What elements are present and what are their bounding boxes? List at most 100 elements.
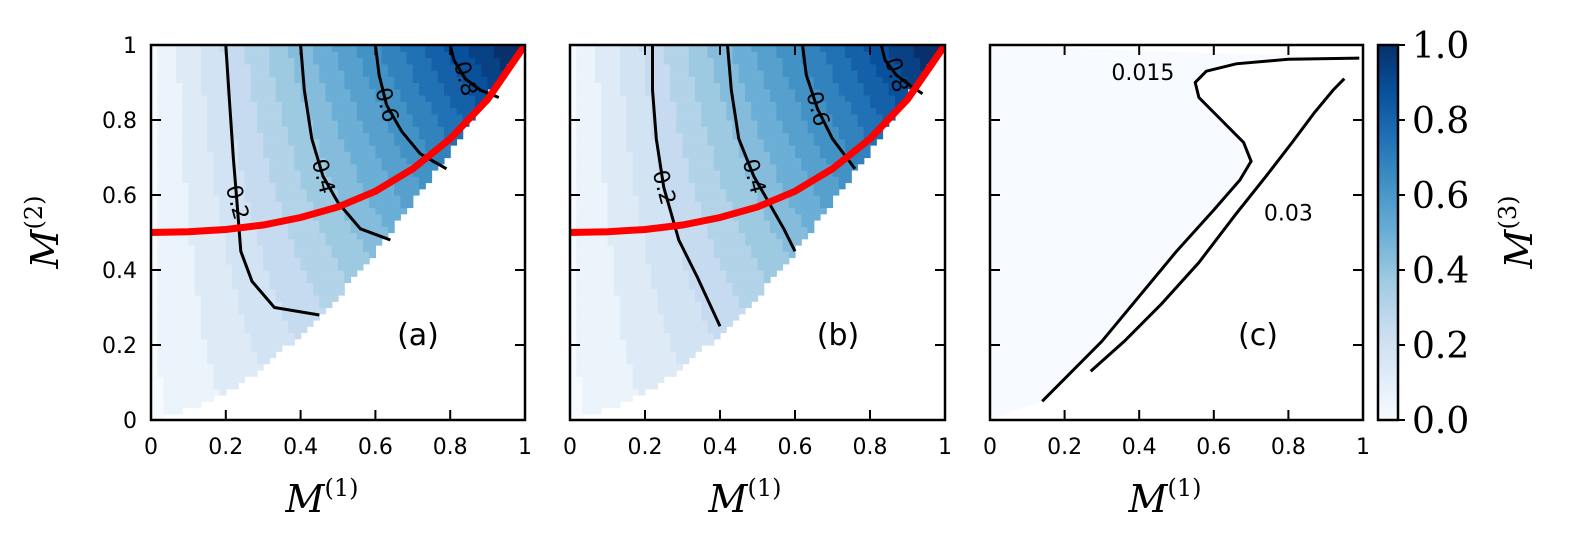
field-cell [256, 45, 264, 52]
field-cell [607, 263, 615, 271]
field-cell [688, 232, 696, 240]
field-cell [350, 207, 358, 215]
field-cell [313, 138, 320, 146]
field-cell [707, 188, 715, 196]
field-cell [294, 138, 302, 146]
field-cell [738, 45, 746, 52]
field-cell [838, 63, 846, 71]
field-cell [331, 263, 339, 271]
field-cell [169, 270, 177, 277]
field-cell [369, 88, 376, 96]
field-cell [601, 195, 609, 202]
field-cell [356, 132, 364, 140]
field-cell [670, 251, 677, 259]
field-cell [250, 107, 258, 115]
field-cell [300, 313, 308, 321]
field-cell [406, 57, 414, 65]
field-cell [394, 45, 401, 52]
field-cell [670, 207, 677, 215]
field-cell [582, 76, 590, 84]
field-cell [387, 188, 395, 196]
field-cell [175, 63, 183, 71]
field-cell [701, 295, 709, 302]
field-cell [663, 257, 671, 265]
field-cell [225, 376, 233, 384]
field-cell [356, 157, 364, 165]
field-cell [163, 188, 171, 196]
field-cell [720, 182, 727, 190]
field-cell [713, 288, 721, 296]
field-cell [182, 370, 189, 377]
field-cell [350, 182, 358, 190]
field-cell [570, 113, 577, 121]
field-cell [400, 51, 408, 59]
field-cell [338, 145, 345, 152]
field-cell [412, 70, 420, 77]
field-cell [375, 82, 383, 90]
field-cell [576, 151, 584, 159]
field-cell [582, 195, 590, 202]
field-cell [757, 257, 765, 265]
field-cell [651, 363, 659, 371]
field-cell [607, 57, 615, 65]
field-cell [782, 176, 790, 184]
field-cell [281, 120, 289, 127]
field-cell [607, 345, 615, 352]
field-cell [250, 120, 258, 127]
field-cell [263, 345, 271, 352]
field-cell [406, 120, 414, 127]
field-cell [720, 195, 727, 202]
field-cell [588, 388, 596, 396]
field-cell [832, 182, 840, 190]
field-cell [863, 113, 871, 121]
field-cell [232, 70, 239, 77]
field-cell [232, 57, 239, 65]
field-cell [506, 51, 514, 59]
field-cell [325, 226, 333, 234]
field-cell [601, 132, 609, 140]
field-cell [726, 207, 734, 215]
field-cell [288, 207, 295, 215]
x-tick-label: 0.4 [283, 435, 318, 460]
field-cell [626, 295, 634, 302]
field-cell [387, 138, 395, 146]
field-cell [576, 88, 584, 96]
field-cell [588, 376, 596, 384]
field-cell [613, 151, 621, 159]
field-cell [745, 263, 752, 271]
field-cell [751, 57, 759, 65]
field-cell [450, 120, 458, 127]
field-cell [576, 138, 584, 146]
field-cell [676, 176, 684, 184]
field-cell [795, 107, 802, 115]
field-cell [782, 70, 790, 77]
field-cell [207, 363, 214, 371]
field-cell [726, 276, 734, 284]
x-tick-label: 0.2 [628, 435, 663, 460]
field-cell [582, 295, 590, 302]
field-cell [663, 288, 671, 296]
field-cell [232, 313, 239, 321]
field-cell [645, 132, 652, 140]
field-cell [657, 126, 665, 134]
field-cell [720, 76, 727, 84]
field-cell [682, 238, 690, 246]
field-cell [443, 120, 451, 127]
field-cell [657, 245, 665, 252]
field-cell [381, 51, 389, 59]
field-cell [570, 88, 577, 96]
field-cell [645, 307, 652, 315]
field-cell [207, 95, 214, 102]
field-cell [207, 332, 214, 340]
field-cell [676, 163, 684, 171]
field-cell [588, 345, 596, 352]
field-cell [701, 251, 709, 259]
field-cell [738, 163, 746, 171]
field-cell [788, 76, 796, 84]
field-cell [207, 76, 214, 84]
field-cell [870, 45, 877, 52]
field-cell [695, 257, 702, 265]
field-cell [651, 138, 659, 146]
field-cell [851, 107, 859, 115]
field-cell [294, 276, 302, 284]
